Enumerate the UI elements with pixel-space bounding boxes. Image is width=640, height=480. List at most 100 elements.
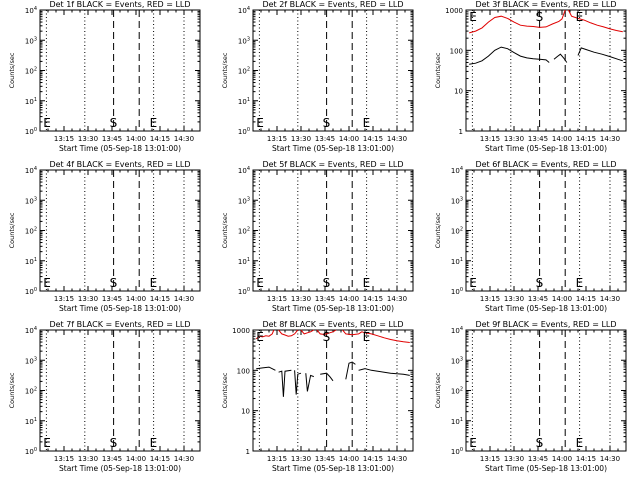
x-axis-title: Start Time (05-Sep-18 13:01:00) xyxy=(272,304,394,313)
y-tick-label: 103 xyxy=(451,196,463,205)
x-tick-label: 13:15 xyxy=(54,295,74,303)
marker-s: S xyxy=(536,436,544,450)
marker-e: E xyxy=(363,276,371,290)
panel-det-7f: Det 7f BLACK = Events, RED = LLD 100 101 10… xyxy=(8,320,201,473)
x-axis-title: Start Time (05-Sep-18 13:01:00) xyxy=(272,144,394,153)
x-tick-label: 14:15 xyxy=(576,455,596,463)
panel-title: Det 7f BLACK = Events, RED = LLD xyxy=(49,320,190,329)
marker-e: E xyxy=(43,276,51,290)
y-tick-label: 100 xyxy=(237,367,250,375)
series-events-line xyxy=(278,369,292,397)
y-tick-label: 104 xyxy=(238,166,250,175)
x-tick-label: 14:15 xyxy=(576,295,596,303)
x-tick-label: 13:30 xyxy=(78,455,98,463)
x-tick-label: 13:45 xyxy=(102,135,122,143)
y-tick-label: 103 xyxy=(238,36,250,45)
x-tick-label: 14:15 xyxy=(363,295,383,303)
y-tick-label: 101 xyxy=(451,257,463,266)
y-tick-label: 1 xyxy=(246,448,250,456)
x-tick-label: 14:15 xyxy=(150,295,170,303)
y-tick-label: 103 xyxy=(25,36,37,45)
series-lld-line xyxy=(342,329,410,343)
y-tick-label: 104 xyxy=(25,166,37,175)
x-tick-label: 13:15 xyxy=(267,295,287,303)
series-events-line xyxy=(553,53,568,63)
panel-det-3f: Det 3f BLACK = Events, RED = LLD 1 10 100 10… xyxy=(434,0,627,153)
series-lld-line xyxy=(255,329,275,340)
y-tick-label: 1 xyxy=(459,128,463,136)
y-tick-label: 104 xyxy=(451,326,463,335)
y-tick-label: 104 xyxy=(238,6,250,15)
x-tick-label: 13:30 xyxy=(291,295,311,303)
x-tick-label: 14:30 xyxy=(387,455,407,463)
x-tick-label: 14:00 xyxy=(126,295,146,303)
y-tick-label: 100 xyxy=(238,127,250,136)
y-tick-label: 101 xyxy=(25,257,37,266)
x-tick-label: 14:30 xyxy=(174,295,194,303)
y-tick-label: 100 xyxy=(451,447,463,456)
y-tick-label: 101 xyxy=(238,257,250,266)
x-tick-label: 14:00 xyxy=(552,295,572,303)
marker-e: E xyxy=(576,10,584,24)
x-tick-label: 13:15 xyxy=(267,135,287,143)
marker-e: E xyxy=(256,276,264,290)
panel-det-4f: Det 4f BLACK = Events, RED = LLD 100 101 10… xyxy=(8,160,201,313)
series-events-line xyxy=(469,46,550,65)
x-tick-label: 14:30 xyxy=(174,135,194,143)
x-tick-label: 13:30 xyxy=(291,455,311,463)
x-tick-label: 13:15 xyxy=(480,295,500,303)
series-lld-line xyxy=(469,9,566,34)
x-tick-label: 13:45 xyxy=(102,455,122,463)
series-lld-line xyxy=(300,329,315,335)
x-axis-title: Start Time (05-Sep-18 13:01:00) xyxy=(59,144,181,153)
y-axis-label: Counts/sec xyxy=(434,52,442,88)
y-tick-label: 102 xyxy=(451,387,463,396)
y-tick-label: 102 xyxy=(25,227,37,236)
x-axis-title: Start Time (05-Sep-18 13:01:00) xyxy=(485,304,607,313)
marker-e: E xyxy=(43,116,51,130)
panel-det-2f: Det 2f BLACK = Events, RED = LLD 100 101 10… xyxy=(221,0,414,153)
marker-s: S xyxy=(323,330,331,344)
x-tick-label: 13:45 xyxy=(528,295,548,303)
x-tick-label: 13:45 xyxy=(315,295,335,303)
marker-s: S xyxy=(110,436,118,450)
x-tick-label: 14:00 xyxy=(552,135,572,143)
marker-e: E xyxy=(469,436,477,450)
x-tick-label: 14:00 xyxy=(552,455,572,463)
panel-title: Det 9f BLACK = Events, RED = LLD xyxy=(475,320,616,329)
y-axis-label: Counts/sec xyxy=(221,52,229,88)
y-tick-label: 103 xyxy=(25,356,37,365)
x-tick-label: 14:30 xyxy=(387,135,407,143)
panel-title: Det 4f BLACK = Events, RED = LLD xyxy=(49,160,190,169)
panel-title: Det 2f BLACK = Events, RED = LLD xyxy=(262,0,403,9)
x-tick-label: 14:15 xyxy=(576,135,596,143)
y-tick-label: 104 xyxy=(25,326,37,335)
x-tick-label: 14:30 xyxy=(600,455,620,463)
panel-det-6f: Det 6f BLACK = Events, RED = LLD 100 101 10… xyxy=(434,160,627,313)
x-tick-label: 14:15 xyxy=(150,135,170,143)
y-axis-label: Counts/sec xyxy=(8,372,16,408)
marker-e: E xyxy=(150,116,158,130)
x-tick-label: 13:45 xyxy=(528,455,548,463)
x-tick-label: 14:00 xyxy=(126,135,146,143)
y-tick-label: 100 xyxy=(450,47,463,55)
series-events-line xyxy=(294,370,302,395)
x-tick-label: 13:30 xyxy=(78,135,98,143)
y-tick-label: 102 xyxy=(238,227,250,236)
x-axis-title: Start Time (05-Sep-18 13:01:00) xyxy=(59,304,181,313)
marker-s: S xyxy=(110,116,118,130)
panel-det-5f: Det 5f BLACK = Events, RED = LLD 100 101 10… xyxy=(221,160,414,313)
panel-title: Det 5f BLACK = Events, RED = LLD xyxy=(262,160,403,169)
y-tick-label: 103 xyxy=(451,356,463,365)
y-tick-label: 102 xyxy=(451,227,463,236)
y-tick-label: 104 xyxy=(25,6,37,15)
y-tick-label: 101 xyxy=(451,417,463,426)
y-tick-label: 100 xyxy=(25,127,37,136)
series-events-line xyxy=(577,47,623,62)
marker-e: E xyxy=(576,436,584,450)
marker-e: E xyxy=(469,276,477,290)
y-tick-label: 101 xyxy=(238,97,250,106)
panel-det-8f: Det 8f BLACK = Events, RED = LLD 1 10 100 10… xyxy=(221,320,414,473)
